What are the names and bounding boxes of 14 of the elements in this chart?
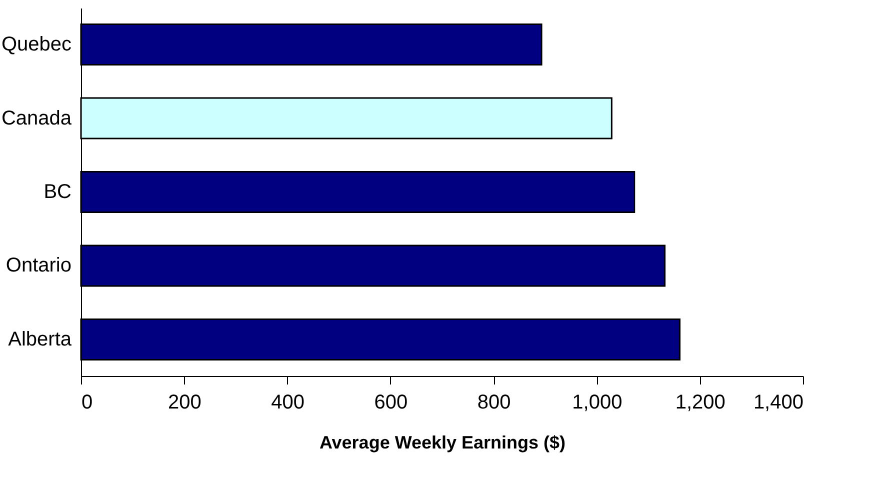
y-tick-label: Ontario (6, 254, 72, 277)
x-tick-label: 1,400 (753, 392, 804, 414)
y-tick-label: Canada (1, 107, 72, 130)
x-tick-label: 200 (168, 392, 202, 414)
x-tick-label: 1,000 (572, 392, 622, 414)
x-tick-label: 1,200 (675, 392, 726, 414)
y-tick-label: BC (44, 181, 72, 203)
x-tick-label: 0 (82, 392, 93, 414)
x-tick-label: 800 (477, 392, 511, 414)
y-tick-label: Quebec (1, 34, 72, 56)
y-tick-label: Alberta (8, 328, 72, 350)
x-tick-label: 400 (271, 392, 304, 414)
x-tick-label: 600 (374, 392, 408, 414)
x-axis-title: Average Weekly Earnings ($) (319, 432, 566, 452)
